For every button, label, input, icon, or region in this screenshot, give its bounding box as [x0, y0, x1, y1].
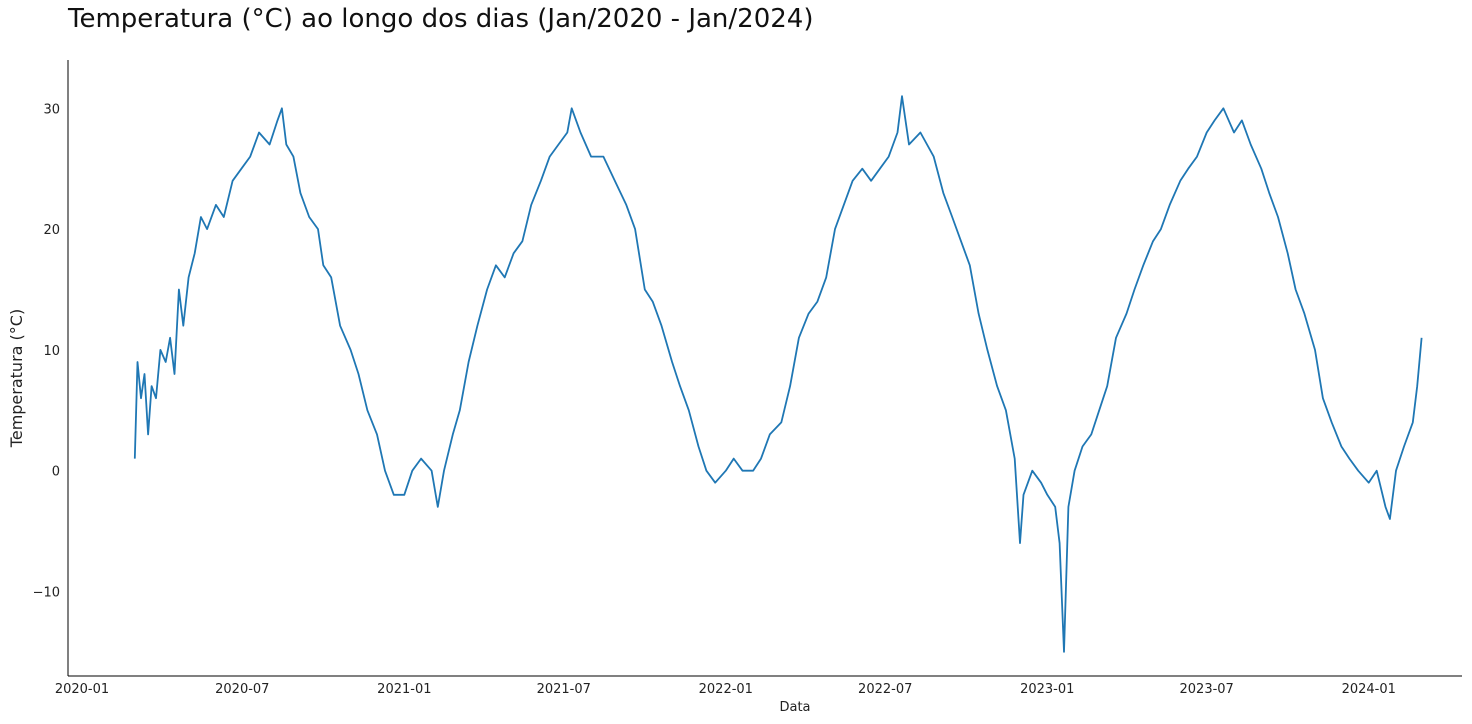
x-tick-label: 2022-01: [699, 682, 753, 697]
y-axis-label: Temperatura (°C): [7, 309, 26, 448]
x-tick-label: 2020-07: [215, 682, 269, 697]
x-tick-label: 2024-01: [1342, 682, 1396, 697]
y-tick-label: 30: [43, 102, 60, 117]
y-tick-label: 10: [43, 344, 60, 359]
x-tick-label: 2021-07: [537, 682, 591, 697]
axes: [67, 60, 1462, 677]
x-ticks: 2020-01 2020-07 2021-01 2021-07 2022-01 2022-…: [55, 682, 1396, 697]
x-axis-label: Data: [779, 700, 810, 715]
y-tick-label: −10: [33, 585, 60, 600]
chart-title: Temperatura (°C) ao longo dos dias (Jan/…: [68, 4, 814, 34]
x-tick-label: 2020-01: [55, 682, 109, 697]
x-tick-label: 2023-07: [1180, 682, 1234, 697]
y-tick-label: 0: [52, 465, 60, 480]
y-ticks: −10 0 10 20 30: [33, 102, 60, 600]
y-tick-label: 20: [43, 223, 60, 238]
series-line: [133, 95, 1423, 653]
x-tick-label: 2023-01: [1020, 682, 1074, 697]
x-tick-label: 2022-07: [858, 682, 912, 697]
x-tick-label: 2021-01: [377, 682, 431, 697]
